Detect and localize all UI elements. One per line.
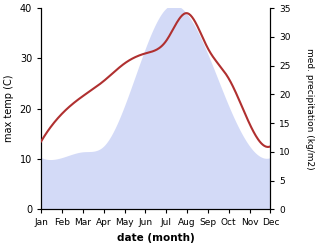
Y-axis label: max temp (C): max temp (C) — [4, 75, 14, 143]
X-axis label: date (month): date (month) — [117, 233, 195, 243]
Y-axis label: med. precipitation (kg/m2): med. precipitation (kg/m2) — [305, 48, 314, 169]
